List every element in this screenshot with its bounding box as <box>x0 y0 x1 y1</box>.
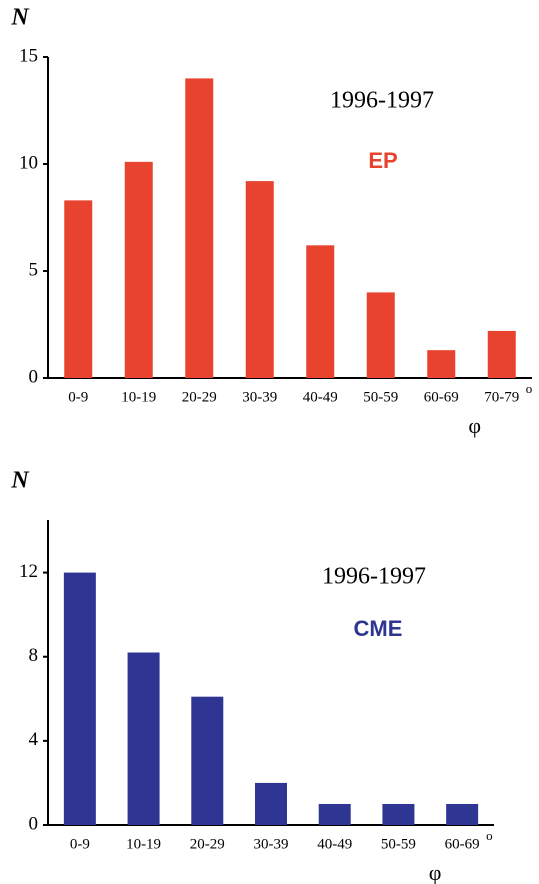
x-tick-label: 50-59 <box>363 389 398 405</box>
bar <box>63 572 96 825</box>
x-tick-label: 40-49 <box>317 836 352 852</box>
x-tick-label: 60-69 <box>424 389 459 405</box>
x-tick-label: 20-29 <box>182 389 217 405</box>
x-tick-label: 0-9 <box>68 389 88 405</box>
x-tick-label: 10-19 <box>121 389 156 405</box>
bar <box>245 181 274 378</box>
bar <box>255 782 287 825</box>
y-tick-label tick: 12 <box>19 561 38 582</box>
y-tick-label tick: 5 <box>29 259 39 280</box>
bar <box>487 330 516 378</box>
y-tick-label tick: 0 <box>29 366 39 387</box>
x-axis-label: φ <box>429 860 442 884</box>
x-tick-label: 70-79 <box>484 389 519 405</box>
x-axis-label: φ <box>468 413 481 438</box>
y-tick-label tick: 15 <box>19 45 38 66</box>
bar <box>318 803 351 825</box>
x-tick-label: 20-29 <box>190 836 225 852</box>
x-tick-label: 40-49 <box>303 389 338 405</box>
annotation: 1996-1997 <box>330 88 434 114</box>
bar <box>427 350 456 378</box>
x-tick-label: 30-39 <box>242 389 277 405</box>
bar <box>191 696 224 825</box>
degree-sign: o <box>486 828 493 843</box>
degree-sign: o <box>526 381 533 396</box>
x-tick-label: 30-39 <box>254 836 289 852</box>
bar <box>306 245 335 378</box>
series-label: CME <box>354 616 403 641</box>
annotation: 1996-1997 <box>322 564 426 590</box>
y-tick-label tick: 0 <box>29 813 39 834</box>
series-label: EP <box>368 148 397 173</box>
x-tick-label: 0-9 <box>70 836 90 852</box>
y-axis-label: N <box>10 5 30 31</box>
bar <box>446 803 479 825</box>
y-axis-label: N <box>10 468 30 494</box>
y-tick-label tick: 10 <box>19 152 38 173</box>
x-tick-label: 60-69 <box>445 836 480 852</box>
x-tick-label: 50-59 <box>381 836 416 852</box>
x-tick-label: 10-19 <box>126 836 161 852</box>
y-tick-label tick: 8 <box>29 645 39 666</box>
y-tick-label tick: 4 <box>29 729 39 750</box>
bar <box>185 78 214 379</box>
bar <box>124 161 153 378</box>
bar <box>127 652 160 825</box>
bar <box>382 803 415 825</box>
bar <box>366 292 395 378</box>
bar <box>64 200 93 378</box>
